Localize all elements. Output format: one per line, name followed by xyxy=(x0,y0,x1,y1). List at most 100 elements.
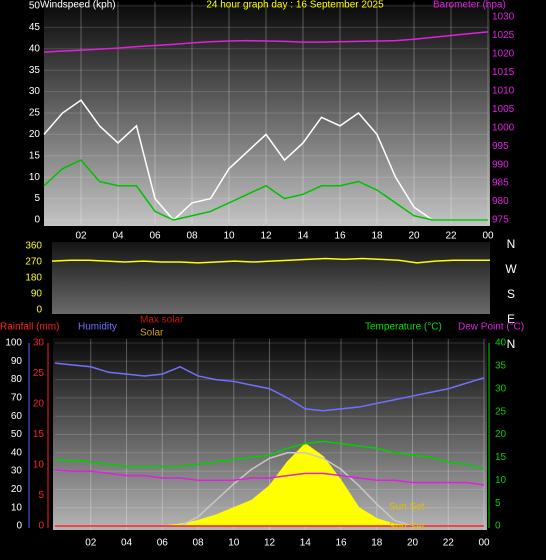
x-tick-label: 02 xyxy=(75,231,87,242)
x-tick-label: 08 xyxy=(186,231,198,242)
y-tick-label: 40 xyxy=(495,338,507,349)
y-tick-label: N xyxy=(507,337,516,351)
x-tick-label: 20 xyxy=(407,538,419,549)
y-tick-label: 40 xyxy=(29,43,41,54)
x-tick-label: 16 xyxy=(334,231,346,242)
y-tick-label: 980 xyxy=(492,196,509,207)
y-tick-label: 45 xyxy=(29,22,41,33)
y-tick-label: 1030 xyxy=(492,12,515,23)
y-tick-label: 1005 xyxy=(492,104,515,115)
legend-label: Dew Point (°C) xyxy=(458,322,524,333)
x-tick-label: 08 xyxy=(192,538,204,549)
y2label: Barometer (hpa) xyxy=(433,0,506,11)
y-tick-label: 30 xyxy=(495,383,507,394)
y-tick-label: 0 xyxy=(16,521,22,532)
y-tick-label: 270 xyxy=(25,257,42,268)
y-tick-label: 80 xyxy=(11,374,23,385)
y-tick-label: 0 xyxy=(36,305,42,316)
x-tick-label: 00 xyxy=(478,538,490,549)
y-tick-label: 975 xyxy=(492,215,509,226)
x-tick-label: 18 xyxy=(371,538,383,549)
y-tick-label: 1025 xyxy=(492,30,515,41)
legend-label: Solar xyxy=(140,328,164,339)
x-tick-label: 02 xyxy=(85,538,97,549)
y-tick-label: 10 xyxy=(495,475,507,486)
y-tick-label: 20 xyxy=(11,484,23,495)
series-line xyxy=(43,159,488,221)
y-tick-label: 1020 xyxy=(492,49,515,60)
y-tick-label: 1015 xyxy=(492,67,515,78)
x-tick-label: 06 xyxy=(157,538,169,549)
y-tick-label: 5 xyxy=(495,498,501,509)
y-tick-label: 20 xyxy=(33,399,45,410)
y-tick-label: 35 xyxy=(29,65,41,76)
y-tick-label: 5 xyxy=(38,490,44,501)
y-tick-label: 0 xyxy=(38,521,44,532)
series-line xyxy=(51,257,490,264)
y-tick-label: 990 xyxy=(492,159,509,170)
x-tick-label: 16 xyxy=(335,538,347,549)
x-tick-label: 04 xyxy=(121,538,133,549)
y-tick-label: 30 xyxy=(11,466,23,477)
y-tick-label: 20 xyxy=(29,129,41,140)
series-line xyxy=(54,469,485,486)
x-tick-label: 22 xyxy=(445,231,457,242)
y-tick-label: 1010 xyxy=(492,86,515,97)
x-tick-label: 14 xyxy=(297,231,309,242)
y-tick-label: S xyxy=(507,287,515,301)
legend-label: Rainfall (mm) xyxy=(0,322,59,333)
x-tick-label: 10 xyxy=(223,231,235,242)
x-tick-label: 10 xyxy=(228,538,240,549)
y-tick-label: 25 xyxy=(495,406,507,417)
legend-label: Humidity xyxy=(78,322,117,333)
y-tick-label: 40 xyxy=(11,447,23,458)
x-tick-label: 06 xyxy=(149,231,161,242)
title: 24 hour graph day : 16 September 2025 xyxy=(206,0,384,11)
series-line xyxy=(54,362,485,412)
y-tick-label: N xyxy=(507,237,516,251)
series-line xyxy=(43,99,488,222)
y-tick-label: 0 xyxy=(34,215,40,226)
y-tick-label: 100 xyxy=(5,338,22,349)
y-tick-label: 25 xyxy=(29,108,41,119)
x-tick-label: 22 xyxy=(443,538,455,549)
annotation: Sun Set xyxy=(389,522,425,533)
y-tick-label: 35 xyxy=(495,361,507,372)
y-tick-label: E xyxy=(507,312,515,326)
y-tick-label: 50 xyxy=(29,1,41,12)
y-tick-label: 90 xyxy=(31,289,43,300)
x-tick-label: 14 xyxy=(300,538,312,549)
x-tick-label: 12 xyxy=(264,538,276,549)
y-tick-label: 180 xyxy=(25,273,42,284)
y-tick-label: 15 xyxy=(33,429,45,440)
x-tick-label: 20 xyxy=(408,231,420,242)
y-tick-label: 10 xyxy=(29,172,41,183)
y-tick-label: 985 xyxy=(492,178,509,189)
y-tick-label: 50 xyxy=(11,429,23,440)
plot-area xyxy=(52,242,490,314)
series-line xyxy=(54,440,485,470)
legend-label: Temperature (°C) xyxy=(365,322,442,333)
y-tick-label: 5 xyxy=(34,193,40,204)
y-tick-label: 995 xyxy=(492,141,509,152)
y-tick-label: 1000 xyxy=(492,122,515,133)
x-tick-label: 12 xyxy=(260,231,272,242)
ylabel: Windspeed (kph) xyxy=(40,0,116,11)
y-tick-label: 90 xyxy=(11,356,23,367)
y-tick-label: 15 xyxy=(495,452,507,463)
x-tick-label: 04 xyxy=(112,231,124,242)
y-tick-label: 10 xyxy=(11,502,23,513)
y-tick-label: 360 xyxy=(25,241,42,252)
plot-area xyxy=(44,4,490,226)
x-tick-label: 18 xyxy=(371,231,383,242)
y-tick-label: 25 xyxy=(33,368,45,379)
series-line xyxy=(43,31,489,53)
y-tick-label: 10 xyxy=(33,460,45,471)
y-tick-label: 30 xyxy=(29,86,41,97)
y-tick-label: 0 xyxy=(495,521,501,532)
y-tick-label: 15 xyxy=(29,150,41,161)
y-tick-label: 70 xyxy=(11,393,23,404)
legend-label: Max solar xyxy=(140,315,184,326)
